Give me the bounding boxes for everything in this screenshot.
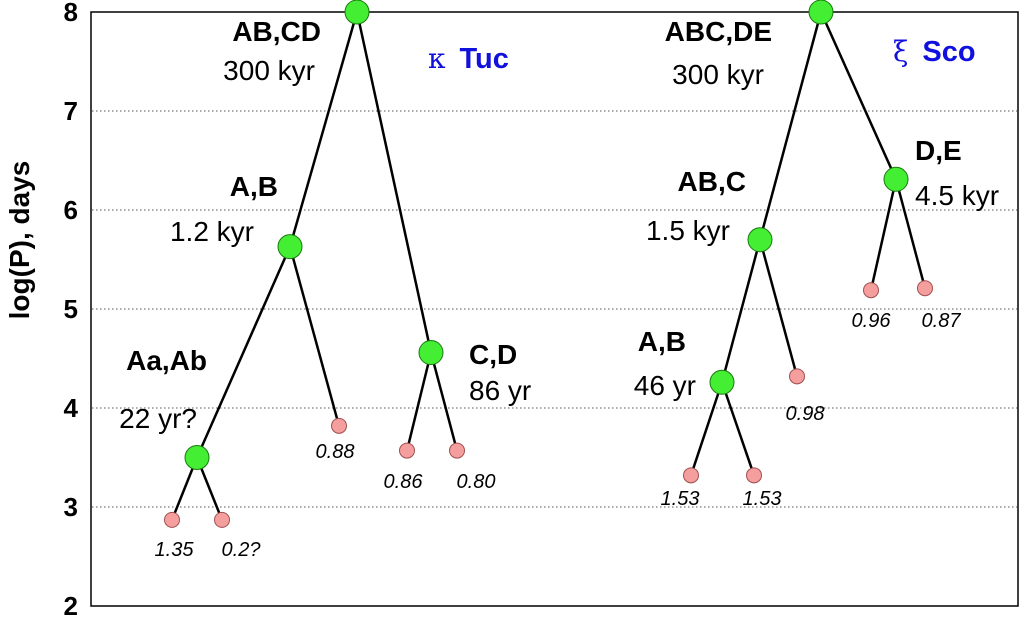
internal-node xyxy=(709,369,735,395)
tree-edges xyxy=(170,11,927,521)
plot-frame xyxy=(90,11,1019,607)
mass-ratio-label: 0.2? xyxy=(222,539,262,561)
leaf-node xyxy=(863,282,879,299)
tree-edge xyxy=(288,246,341,427)
leaf-node xyxy=(449,442,465,459)
y-tick-label: 7 xyxy=(64,96,78,126)
node-name-label: ABC,DE xyxy=(665,16,772,47)
y-tick-label: 6 xyxy=(64,195,78,225)
tree-edge xyxy=(869,179,898,291)
internal-node xyxy=(277,234,303,260)
leaf-node xyxy=(746,467,762,484)
tree-edge xyxy=(758,11,823,241)
mass-ratio-label: 1.53 xyxy=(661,488,700,510)
node-labels: AB,CD 300 kyr A,B 1.2 kyr C,D 86 yr Aa,Ab 22 yr… xyxy=(119,16,999,561)
mass-ratio-label: 0.98 xyxy=(786,403,825,425)
tree-edge xyxy=(758,239,799,377)
leaf-node xyxy=(214,511,230,528)
tree-edge xyxy=(689,381,724,476)
tree-edge xyxy=(355,11,433,353)
tree-edge xyxy=(894,178,927,289)
y-tick-label: 5 xyxy=(64,294,78,324)
mass-ratio-label: 0.88 xyxy=(316,441,355,463)
mass-ratio-label: 0.86 xyxy=(384,471,424,493)
system-greek-kappa: κ xyxy=(428,42,446,75)
node-period-label: 4.5 kyr xyxy=(915,180,999,211)
internal-node xyxy=(883,166,909,192)
node-period-label: 46 yr xyxy=(634,370,696,401)
tree-nodes xyxy=(164,0,933,528)
node-name-label: AB,C xyxy=(678,166,746,197)
internal-node xyxy=(747,227,773,253)
node-name-label: A,B xyxy=(230,171,278,202)
system-greek-xi: ξ xyxy=(893,35,908,68)
mass-ratio-label: 0.87 xyxy=(922,310,962,332)
tree-edge xyxy=(288,11,359,247)
tree-edge xyxy=(720,239,762,383)
internal-node xyxy=(344,0,370,25)
node-period-label: 300 kyr xyxy=(223,55,315,86)
y-tick-label: 4 xyxy=(64,393,79,423)
node-period-label: 300 kyr xyxy=(672,59,764,90)
node-period-label: 86 yr xyxy=(469,375,531,406)
leaf-node xyxy=(399,442,415,459)
tree-edge xyxy=(429,352,459,451)
leaf-node xyxy=(789,368,805,385)
tree-edge xyxy=(195,246,292,459)
internal-node xyxy=(808,0,834,25)
y-tick-label: 2 xyxy=(64,591,78,619)
node-name-label: C,D xyxy=(469,339,517,370)
leaf-node xyxy=(683,467,699,484)
leaf-node xyxy=(917,280,933,297)
system-label-kappa-tuc: κ Tuc xyxy=(428,42,509,75)
tree-edge xyxy=(819,11,898,180)
node-name-label: AB,CD xyxy=(232,16,321,47)
internal-node xyxy=(184,445,210,470)
internal-node xyxy=(418,340,444,366)
system-name-sco: Sco xyxy=(922,36,975,68)
mass-ratio-label: 1.35 xyxy=(155,539,195,561)
mass-ratio-label: 0.80 xyxy=(457,471,496,493)
node-period-label: 1.2 kyr xyxy=(170,216,254,247)
y-axis-title: log(P), days xyxy=(4,161,35,320)
y-axis-ticks: 8 7 6 5 4 3 2 xyxy=(64,0,79,619)
y-tick-label: 3 xyxy=(64,492,78,522)
node-period-label: 22 yr? xyxy=(119,403,197,434)
system-name-tuc: Tuc xyxy=(460,43,509,75)
leaf-node xyxy=(164,511,180,528)
tree-edge xyxy=(720,381,756,476)
node-name-label: A,B xyxy=(638,326,686,357)
node-period-label: 1.5 kyr xyxy=(646,215,730,246)
leaf-node xyxy=(331,417,347,434)
y-tick-label: 8 xyxy=(64,0,78,27)
mass-ratio-label: 1.53 xyxy=(743,488,782,510)
system-label-xi-sco: ξ Sco xyxy=(893,35,976,68)
mass-ratio-label: 0.96 xyxy=(852,310,892,332)
tree-edge xyxy=(405,352,433,451)
node-name-label: Aa,Ab xyxy=(126,345,207,376)
node-name-label: D,E xyxy=(915,135,962,166)
